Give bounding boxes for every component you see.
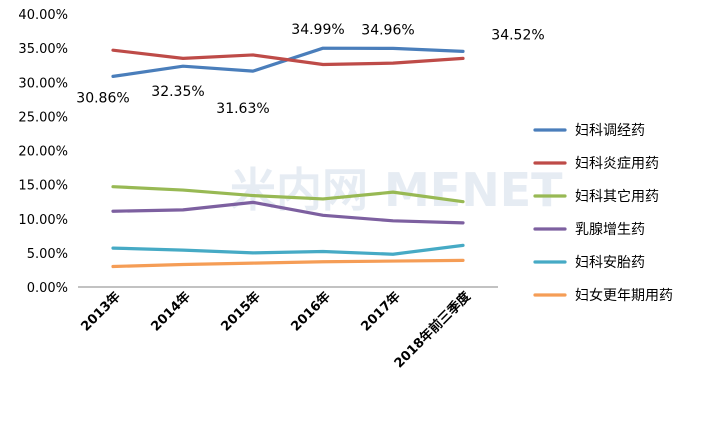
legend-label: 妇科炎症用药 [575,155,659,172]
x-tick-label: 2015年 [218,289,264,335]
series-line-4 [111,243,465,256]
data-label: 30.86% [76,90,129,106]
y-tick-label: 20.00% [18,145,68,160]
series-line-2 [111,185,465,204]
data-label: 34.52% [491,27,544,43]
y-tick-label: 30.00% [18,76,68,91]
y-tick-label: 15.00% [18,179,68,194]
series-line-3 [111,200,465,225]
legend-label: 妇女更年期用药 [575,287,673,304]
x-tick-label: 2016年 [288,289,334,335]
data-label: 31.63% [216,101,269,117]
y-tick-label: 0.00% [27,281,68,296]
x-tick-label: 2013年 [78,289,124,335]
data-label: 34.99% [291,22,344,38]
x-tick-label: 2014年 [148,289,194,335]
legend-label: 妇科调经药 [575,122,645,139]
y-tick-label: 10.00% [18,213,68,228]
legend-label: 妇科安胎药 [575,254,645,271]
series-line-1 [111,48,465,67]
legend-label: 妇科其它用药 [575,188,659,205]
data-label: 32.35% [151,84,204,100]
data-label: 34.96% [361,22,414,38]
y-tick-label: 25.00% [18,110,68,125]
y-tick-label: 40.00% [18,8,68,23]
y-tick-label: 5.00% [27,247,68,262]
legend-label: 乳腺增生药 [575,222,645,238]
y-tick-label: 35.00% [18,42,68,57]
series-line-5 [111,258,465,269]
x-tick-label: 2017年 [358,289,404,335]
x-tick-label: 2018年前三季度 [391,288,475,372]
